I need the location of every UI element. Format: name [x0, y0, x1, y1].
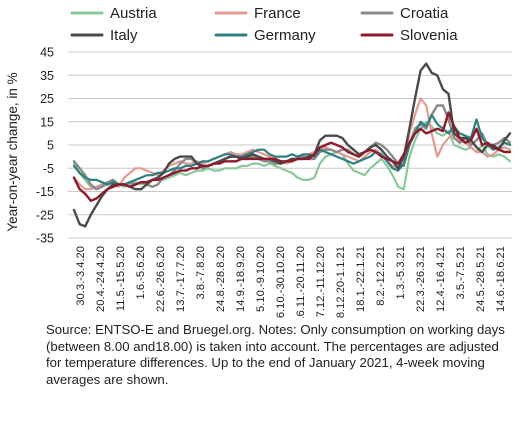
- y-axis-label: Year-on-year change, in %: [5, 72, 20, 231]
- x-tick-label: 18.1.-22.1.21: [355, 246, 367, 312]
- x-tick-label: 24.8.-28.8.20: [215, 246, 227, 312]
- legend-label: Germany: [254, 27, 316, 44]
- series-line-croatia: [72, 104, 512, 191]
- x-tick-label: 11.5.-15.5.20: [115, 246, 127, 311]
- legend-label: Italy: [110, 27, 138, 44]
- y-tick-label: 45: [40, 46, 54, 60]
- x-tick-label: 24.5.-28.5.21: [475, 246, 487, 312]
- x-tick-label: 5.10.-9.10.20: [255, 246, 267, 312]
- x-tick-label: 1.3.-5.3.21: [395, 246, 407, 300]
- legend-label: France: [254, 5, 301, 22]
- x-tick-label: 13.7.-17.7.20: [175, 246, 187, 312]
- series-line-germany: [72, 113, 512, 186]
- y-tick-label: -25: [36, 208, 54, 222]
- x-tick-label: 3.5.-7.5.21: [455, 246, 467, 300]
- x-tick-label: 28.12.20-1.1.21: [335, 246, 347, 318]
- x-tick-label: 16.11.-20.11.20: [295, 246, 307, 318]
- legend-label: Austria: [110, 5, 157, 22]
- y-tick-label: 35: [40, 69, 54, 83]
- x-tick-label: 22.6.-26.6.20: [155, 246, 167, 312]
- x-tick-label: 30.3.-3.4.20: [75, 246, 87, 306]
- gridlines: [68, 51, 512, 239]
- y-tick-label: 25: [40, 92, 54, 106]
- y-tick-label: 15: [40, 115, 54, 129]
- y-tick-label: -35: [36, 232, 54, 246]
- x-tick-label: 3.8.-7.8.20: [195, 246, 207, 300]
- series-line-slovenia: [72, 111, 512, 203]
- x-tick-label: 12.4.-16.4.21: [435, 246, 447, 312]
- series-line-italy: [72, 62, 512, 228]
- source-note: Source: ENTSO-E and Bruegel.org. Notes: …: [46, 322, 505, 387]
- x-axis-ticks: 30.3.-3.4.20 20.4.-24.4.20 11.5.-15.5.20 1.…: [75, 246, 507, 318]
- y-axis-ticks: 45 35 25 15 5 -5 -15 -25 -35: [36, 46, 54, 246]
- y-tick-label: -5: [43, 162, 54, 176]
- x-tick-label: 1.6.-5.6.20: [135, 246, 147, 300]
- y-tick-label: -15: [36, 185, 54, 199]
- x-tick-label: 8.2.-12.2.21: [375, 246, 387, 306]
- series-lines: [72, 62, 512, 228]
- x-tick-label: 26.10.-30.10.20: [275, 246, 287, 318]
- x-tick-label: 14.9.-18.9.20: [235, 246, 247, 312]
- y-tick-label: 5: [47, 139, 54, 153]
- legend-label: Slovenia: [400, 27, 458, 44]
- x-tick-label: 7.12.-11.12.20: [315, 246, 327, 317]
- legend-label: Croatia: [400, 5, 449, 22]
- x-tick-label: 22.3.-26.3.21: [415, 246, 427, 312]
- legend: Austria France Croatia Italy Germany Slovenia: [70, 5, 458, 44]
- line-chart: Austria France Croatia Italy Germany Slovenia…: [5, 5, 512, 318]
- x-tick-label: 14.6.-18.6.21: [495, 246, 507, 312]
- x-tick-label: 20.4.-24.4.20: [95, 246, 107, 312]
